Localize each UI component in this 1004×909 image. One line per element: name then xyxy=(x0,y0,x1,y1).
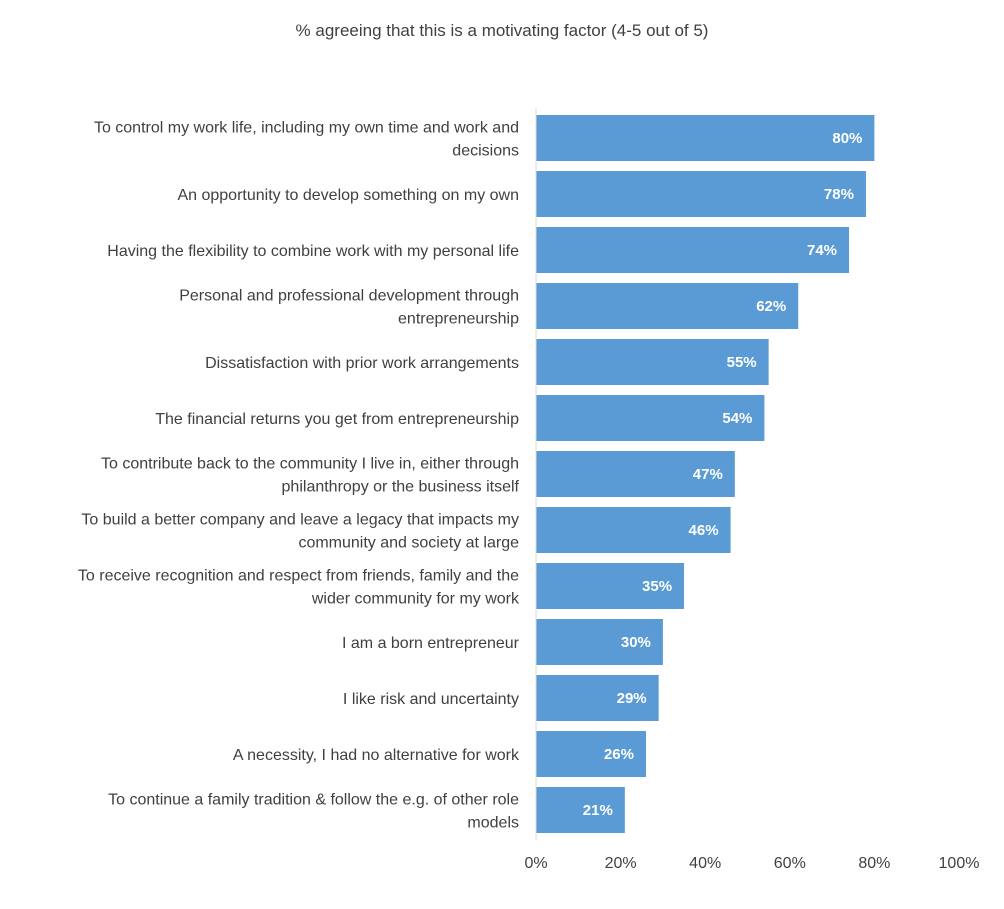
bar xyxy=(536,451,735,497)
data-label: 78% xyxy=(824,186,854,203)
data-label: 29% xyxy=(617,690,647,707)
bar xyxy=(536,675,659,721)
data-label: 26% xyxy=(604,746,634,763)
bar xyxy=(536,395,765,441)
category-label: Dissatisfaction with prior work arrangem… xyxy=(205,355,519,372)
data-label: 35% xyxy=(642,578,672,595)
data-label: 46% xyxy=(689,522,719,539)
data-label: 74% xyxy=(807,242,837,259)
data-label: 47% xyxy=(693,466,723,483)
category-label: To build a better company and leave a le… xyxy=(81,512,519,529)
data-label: 55% xyxy=(727,354,757,371)
x-tick-label: 0% xyxy=(524,855,547,872)
x-tick-label: 80% xyxy=(858,855,890,872)
data-label: 62% xyxy=(756,298,786,315)
bar xyxy=(536,171,866,217)
bar xyxy=(536,731,646,777)
category-label: To receive recognition and respect from … xyxy=(78,568,519,585)
category-label: I am a born entrepreneur xyxy=(342,635,520,652)
x-axis-tick-labels: 0% 20% 40% 60% 80% 100% xyxy=(524,855,979,872)
x-tick-label: 40% xyxy=(689,855,721,872)
category-label: I like risk and uncertainty xyxy=(343,691,519,708)
bar xyxy=(536,283,799,329)
category-label: Having the flexibility to combine work w… xyxy=(107,243,519,260)
bars xyxy=(536,115,875,833)
bar xyxy=(536,507,731,553)
category-label: entrepreneurship xyxy=(398,311,519,328)
category-label: community and society at large xyxy=(298,535,519,552)
data-label: 30% xyxy=(621,634,651,651)
data-label: 21% xyxy=(583,802,613,819)
bar xyxy=(536,563,685,609)
bar xyxy=(536,115,875,161)
category-label: To control my work life, including my ow… xyxy=(94,120,519,137)
bar xyxy=(536,619,663,665)
category-label: The financial returns you get from entre… xyxy=(155,411,519,428)
category-label: To contribute back to the community I li… xyxy=(101,456,519,473)
category-label: models xyxy=(467,815,519,832)
category-label: wider community for my work xyxy=(311,591,520,608)
x-tick-label: 20% xyxy=(605,855,637,872)
data-label: 80% xyxy=(832,130,862,147)
bar xyxy=(536,787,625,833)
category-label: philanthropy or the business itself xyxy=(282,479,520,496)
x-tick-label: 100% xyxy=(939,855,980,872)
chart-title: % agreeing that this is a motivating fac… xyxy=(296,21,709,40)
category-label: decisions xyxy=(452,143,519,160)
bar xyxy=(536,227,850,273)
x-tick-label: 60% xyxy=(774,855,806,872)
bar xyxy=(536,339,769,385)
category-labels: To control my work life, including my ow… xyxy=(78,120,520,832)
data-label: 54% xyxy=(722,410,752,427)
category-label: A necessity, I had no alternative for wo… xyxy=(233,747,520,764)
category-label: An opportunity to develop something on m… xyxy=(177,187,519,204)
category-label: Personal and professional development th… xyxy=(179,288,519,305)
data-labels: 80% 78% 74% 62% 55% 54% 47% 46% 35% 30% 29% 26% 21% xyxy=(583,130,863,819)
category-label: To continue a family tradition & follow … xyxy=(108,792,519,809)
